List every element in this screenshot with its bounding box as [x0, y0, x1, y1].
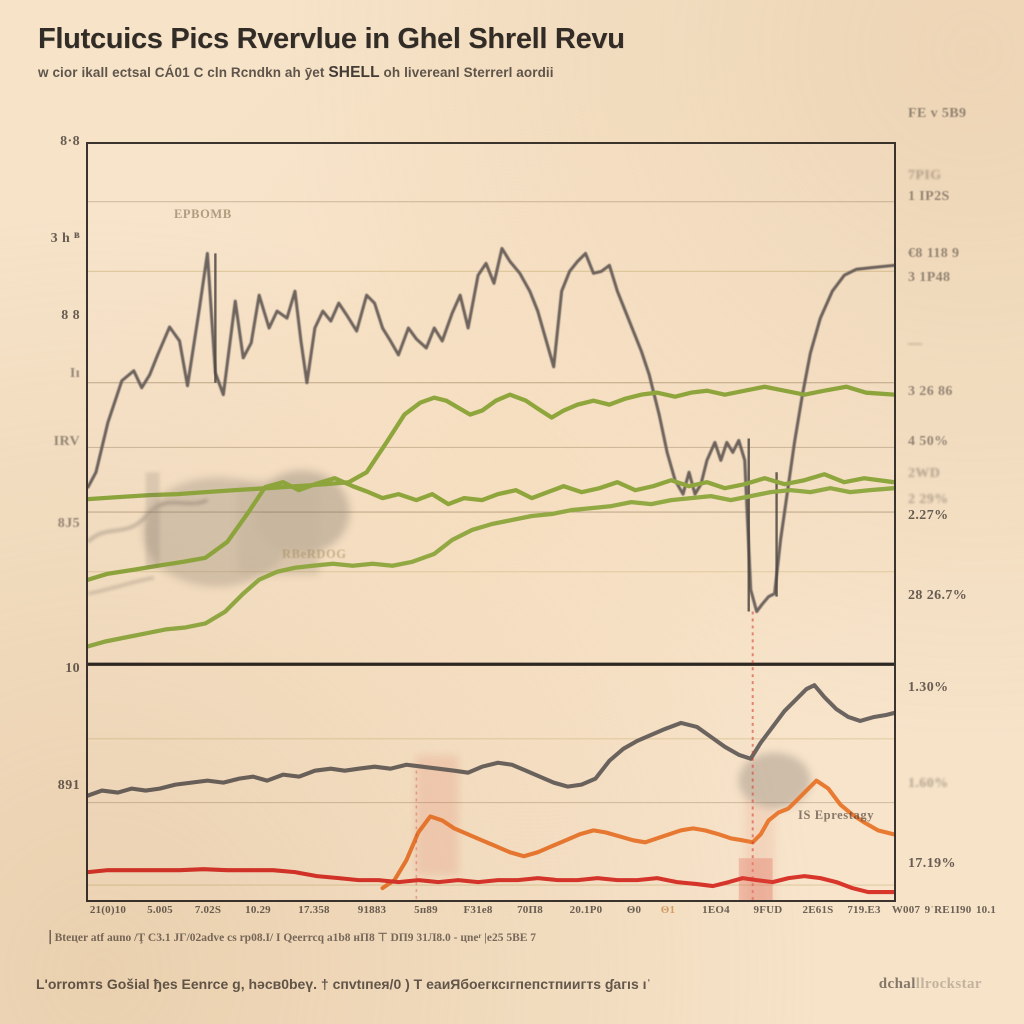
x-axis-tick: Θ0: [626, 904, 642, 916]
subtitle-prefix: w cior ikall ectsal CÁ01 C cln Rcndkn ah…: [38, 65, 329, 81]
x-axis: 21(0)10 5.005 7.02S 10.29 17.358 91883 5…: [86, 904, 996, 926]
x-axis-tick: 5.005: [147, 904, 173, 916]
y-axis-left-tick: 891: [57, 778, 80, 793]
chart-header: Flutcuics Pics Rvervlue in Ghel Shrell R…: [38, 23, 738, 82]
y-axis-right-tick: 2WD: [908, 466, 941, 481]
chart-canvas: [88, 201, 894, 900]
chart-footnote: ⎥ Bteцer atf auno /Ţ C3.1 JΓ/02adve cs r…: [46, 932, 537, 944]
y-axis-right-tick: 7PIG: [908, 168, 942, 183]
y-axis-left-tick: 3 h ᴮ: [50, 231, 80, 246]
y-axis-right-tick: €8 118 9: [908, 246, 960, 261]
y-axis-right-tick: 1.30%: [908, 680, 949, 695]
x-axis-tick: 9ˈRE1I90: [924, 904, 972, 916]
y-axis-right-tick: 2 29%: [908, 492, 949, 507]
render-artifacts: [142, 470, 811, 900]
y-axis-left-tick: IRV: [53, 434, 80, 449]
y-axis-right-tick: 1.60%: [908, 776, 949, 791]
watermark: dchalllrockstar: [879, 976, 982, 993]
x-axis-tick: F31e8: [463, 904, 493, 916]
x-axis-tick: 10.29: [245, 904, 271, 916]
x-axis-tick: 1EO4: [702, 904, 730, 916]
x-axis-tick: 2E61S: [802, 904, 834, 916]
y-axis-right-tick: 2.27%: [908, 508, 949, 523]
chart-caption: L'orromтs Gošial ђes Eenrce g, hǝсв0beү.…: [36, 976, 652, 992]
y-axis-right-tick: 1 IP2S: [908, 189, 950, 204]
series-label-gray: EPBOMB: [174, 207, 232, 221]
subtitle-suffix: oh livereanl Sterrerl aordii: [379, 65, 554, 81]
x-axis-tick: Θ1: [660, 904, 676, 916]
y-axis-left-tick: 8 8: [61, 308, 80, 323]
y-axis-left-tick: 8·8: [60, 134, 80, 149]
y-axis-left-tick: 10: [65, 661, 80, 676]
x-axis-tick: 91883: [357, 904, 387, 916]
y-axis-right-tick: 17.19%: [908, 856, 956, 871]
watermark-bold: dchal: [878, 976, 916, 992]
x-axis-tick: 7.02S: [194, 904, 222, 916]
x-axis-tick: W007: [891, 904, 921, 916]
x-axis-tick: 20.1Р0: [569, 904, 603, 916]
x-axis-tick: 719.E3: [847, 904, 881, 916]
subtitle-brand: SHELL: [328, 64, 380, 82]
x-axis-tick: 17.358: [298, 904, 330, 916]
series-label-green: RBeRDOG: [282, 547, 347, 561]
x-axis-tick: 5п89: [414, 904, 438, 916]
y-axis-left-tick: Iı: [69, 366, 80, 381]
watermark-rest: llrockstar: [915, 976, 982, 992]
y-axis-left-tick: 8J5: [57, 516, 80, 531]
page-title: Flutcuics Pics Rvervlue in Ghel Shrell R…: [38, 23, 625, 55]
x-axis-tick: 10.1: [975, 904, 997, 916]
y-axis-right-tick: 28 26.7%: [908, 588, 968, 603]
y-axis-right: FE v 5B9 7PIG 1 IP2S €8 118 9 3 1P48 — 3…: [902, 96, 1024, 926]
y-axis-right-tick: 3 26 86: [908, 384, 953, 399]
chart-plot-area[interactable]: EPBOMB RBeRDOG IS Eprestagy: [86, 142, 896, 902]
y-axis-left: 8·8 3 h ᴮ 8 8 Iı IRV 8J5 10 891: [18, 126, 84, 916]
chart-subtitle: w cior ikall ectsal CÁ01 C cln Rcndkn ah…: [38, 64, 738, 82]
y-axis-right-tick: 3 1P48: [908, 270, 951, 285]
series-label-orange: IS Eprestagy: [798, 808, 875, 822]
y-axis-right-tick: 4 50%: [908, 434, 949, 449]
x-axis-tick: 9FUD: [753, 904, 783, 916]
x-axis-tick: 70П8: [517, 904, 543, 916]
x-axis-tick: 21(0)10: [89, 904, 127, 916]
y-axis-right-tick: —: [908, 336, 923, 351]
series-orange-lower: [380, 778, 894, 891]
y-axis-right-tick: FE v 5B9: [908, 106, 967, 121]
